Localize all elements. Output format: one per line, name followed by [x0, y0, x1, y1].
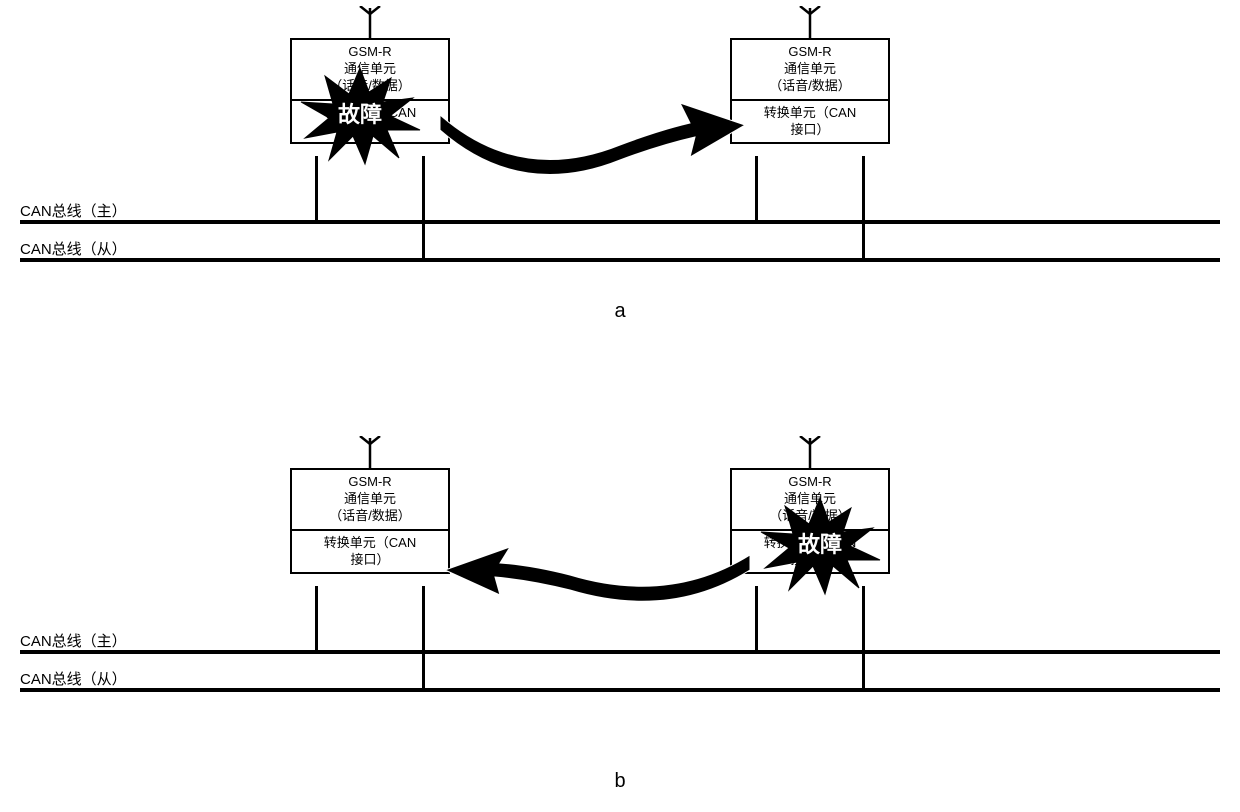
fault-text: 故障: [798, 532, 842, 557]
panel-a-label: a: [0, 300, 1240, 323]
unit-top-section: GSM-R 通信单元 （话音/数据）: [292, 470, 448, 531]
bus-sub-label: CAN总线（从）: [20, 668, 127, 689]
transfer-arrow-icon: [440, 545, 770, 615]
bus-main-line: [20, 220, 1220, 224]
fault-burst-icon: 故障: [755, 490, 885, 605]
connector-line: [755, 156, 758, 220]
bus-main-label: CAN总线（主）: [20, 200, 127, 221]
unit-bottom-section: 转换单元（CAN 接口）: [732, 101, 888, 143]
connector-line: [315, 586, 318, 650]
voice-data-label: （话音/数据）: [734, 78, 886, 95]
conv-unit-label-1: 转换单元（CAN: [294, 535, 446, 552]
panel-b-label: b: [0, 770, 1240, 793]
voice-data-label: （话音/数据）: [294, 508, 446, 525]
bus-sub-line: [20, 688, 1220, 692]
connector-line: [862, 156, 865, 258]
conv-unit-label-1: 转换单元（CAN: [734, 105, 886, 122]
unit-top-section: GSM-R 通信单元 （话音/数据）: [732, 40, 888, 101]
diagram-a: GSM-R 通信单元 （话音/数据） 转换单元（CAN 接口） GSM-R 通信…: [0, 0, 1240, 330]
diagram-b: GSM-R 通信单元 （话音/数据） 转换单元（CAN 接口） GSM-R 通信…: [0, 430, 1240, 800]
gsm-r-label: GSM-R: [734, 474, 886, 491]
gsm-r-label: GSM-R: [294, 474, 446, 491]
comm-unit-label: 通信单元: [294, 491, 446, 508]
bus-main-label: CAN总线（主）: [20, 630, 127, 651]
transfer-arrow-icon: [420, 95, 750, 195]
fault-text: 故障: [338, 102, 382, 127]
gsm-r-unit-left: GSM-R 通信单元 （话音/数据） 转换单元（CAN 接口）: [290, 468, 450, 574]
gsm-r-unit-right: GSM-R 通信单元 （话音/数据） 转换单元（CAN 接口）: [730, 38, 890, 144]
bus-sub-line: [20, 258, 1220, 262]
gsm-r-label: GSM-R: [734, 44, 886, 61]
unit-bottom-section: 转换单元（CAN 接口）: [292, 531, 448, 573]
bus-main-line: [20, 650, 1220, 654]
antenna-icon: [358, 436, 382, 468]
conv-unit-label-2: 接口）: [294, 552, 446, 569]
conv-unit-label-2: 接口）: [734, 122, 886, 139]
antenna-icon: [798, 6, 822, 38]
comm-unit-label: 通信单元: [734, 61, 886, 78]
bus-sub-label: CAN总线（从）: [20, 238, 127, 259]
antenna-icon: [358, 6, 382, 38]
fault-burst-icon: 故障: [295, 60, 425, 175]
connector-line: [422, 586, 425, 688]
gsm-r-label: GSM-R: [294, 44, 446, 61]
antenna-icon: [798, 436, 822, 468]
